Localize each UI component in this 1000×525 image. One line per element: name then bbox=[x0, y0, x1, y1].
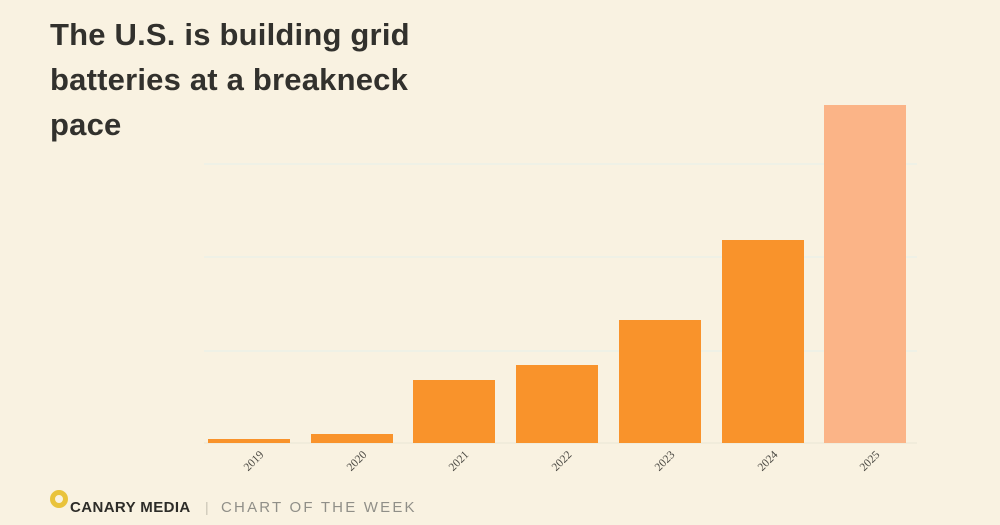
x-tick-label-2020: 2020 bbox=[344, 449, 370, 474]
x-tick-label-2024: 2024 bbox=[755, 449, 780, 474]
bar-2020 bbox=[310, 433, 393, 443]
bar-2021 bbox=[413, 379, 496, 443]
footer-tagline: CHART OF THE WEEK bbox=[221, 499, 417, 516]
x-tick-label-2023: 2023 bbox=[652, 449, 678, 474]
bar-2019 bbox=[208, 439, 290, 443]
x-axis-baseline bbox=[204, 442, 917, 444]
x-tick-label-2022: 2022 bbox=[549, 449, 575, 474]
bar-2025 bbox=[824, 105, 907, 443]
x-tick-label-2019: 2019 bbox=[241, 449, 267, 474]
bar-2022 bbox=[516, 364, 599, 443]
bar-2024 bbox=[721, 239, 804, 443]
gridline-15 bbox=[204, 163, 917, 165]
canary-media-logo-icon bbox=[50, 490, 68, 508]
gridline-10 bbox=[204, 256, 917, 258]
chart-title: The U.S. is building grid batteries at a… bbox=[50, 17, 410, 142]
x-tick-label-2025: 2025 bbox=[857, 449, 883, 474]
brand-name: CANARY MEDIA bbox=[70, 499, 191, 516]
footer-divider: | bbox=[205, 499, 209, 515]
gridline-5 bbox=[204, 350, 917, 352]
x-tick-label-2021: 2021 bbox=[447, 449, 472, 474]
bar-2023 bbox=[618, 319, 701, 443]
